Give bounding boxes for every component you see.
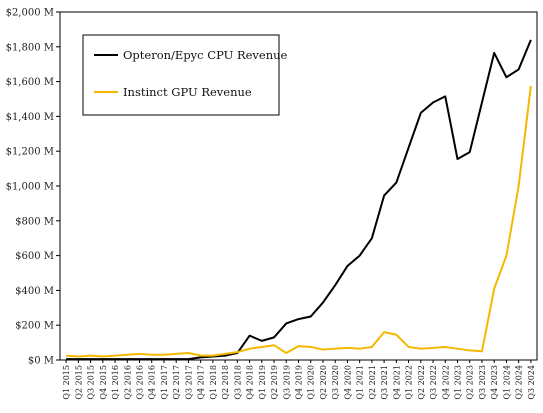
y-tick-label: $600 M	[15, 251, 54, 262]
series-lines	[66, 39, 532, 361]
x-tick-label: Q4 2020	[343, 365, 352, 400]
x-tick-label: Q4 2017	[197, 365, 206, 400]
x-tick-label: Q1 2017	[160, 365, 169, 400]
x-tick-label: Q3 2021	[380, 365, 389, 400]
x-tick-label: Q4 2022	[441, 365, 450, 400]
x-tick-label: Q2 2021	[368, 365, 377, 400]
y-tick-label: $2,000 M	[6, 8, 54, 19]
x-tick-label: Q1 2023	[454, 365, 463, 400]
x-tick-label: Q2 2022	[417, 365, 426, 400]
x-tick-label: Q1 2021	[356, 365, 365, 400]
legend-box	[82, 34, 280, 116]
x-tick-label: Q1 2015	[62, 365, 71, 400]
y-tick-label: $400 M	[15, 286, 54, 297]
x-tick-label: Q2 2016	[123, 365, 132, 400]
x-tick-label: Q3 2023	[478, 365, 487, 400]
x-tick-label: Q3 2015	[87, 365, 96, 400]
x-tick-label: Q1 2018	[209, 365, 218, 400]
x-tick-label: Q2 2020	[319, 365, 328, 400]
x-tick-label: Q3 2017	[184, 365, 193, 400]
x-tick-label: Q1 2024	[502, 365, 511, 400]
x-tick-label: Q1 2019	[258, 365, 267, 400]
series-line-gpu	[66, 85, 532, 358]
legend-label-gpu: Instinct GPU Revenue	[123, 85, 252, 99]
x-tick-label: Q2 2019	[270, 365, 279, 400]
y-tick-label: $1,600 M	[6, 77, 54, 88]
x-tick-label: Q3 2016	[136, 365, 145, 400]
y-tick-label: $800 M	[15, 216, 54, 227]
x-tick-label: Q3 2018	[233, 365, 242, 400]
x-tick-label: Q1 2020	[307, 365, 316, 400]
y-tick-label: $1,000 M	[6, 182, 54, 193]
x-tick-label: Q4 2019	[295, 365, 304, 400]
x-tick-label: Q3 2020	[331, 365, 340, 400]
x-tick-label: Q2 2015	[74, 365, 83, 400]
y-tick-label: $1,400 M	[6, 112, 54, 123]
x-tick-label: Q4 2015	[99, 365, 108, 400]
x-tick-label: Q4 2016	[148, 365, 157, 400]
x-tick-label: Q4 2021	[392, 365, 401, 400]
x-tick-label: Q2 2023	[466, 365, 475, 400]
y-tick-label: $200 M	[15, 321, 54, 332]
legend: Opteron/Epyc CPU Revenue Instinct GPU Re…	[82, 34, 288, 116]
x-tick-label: Q2 2017	[172, 365, 181, 400]
x-tick-label: Q2 2018	[221, 365, 230, 400]
x-tick-label: Q1 2022	[405, 365, 414, 400]
series-line-cpu	[66, 39, 532, 361]
y-axis-ticks: $0 M $200 M $400 M $600 M $800 M $1,000 M $1,2…	[6, 8, 60, 367]
x-tick-label: Q4 2023	[490, 365, 499, 400]
x-tick-label: Q3 2024	[527, 365, 536, 400]
x-tick-label: Q3 2019	[282, 365, 291, 400]
x-axis-ticks: Q1 2015 Q2 2015 Q3 2015 Q4 2015 Q1 2016 Q2 20…	[62, 360, 536, 400]
y-tick-label: $0 M	[28, 356, 54, 367]
x-tick-label: Q2 2024	[515, 365, 524, 400]
x-tick-label: Q4 2018	[246, 365, 255, 400]
y-tick-label: $1,200 M	[6, 147, 54, 158]
y-tick-label: $1,800 M	[6, 42, 54, 53]
x-tick-label: Q3 2022	[429, 365, 438, 400]
legend-label-cpu: Opteron/Epyc CPU Revenue	[123, 48, 288, 62]
x-tick-label: Q1 2016	[111, 365, 120, 400]
